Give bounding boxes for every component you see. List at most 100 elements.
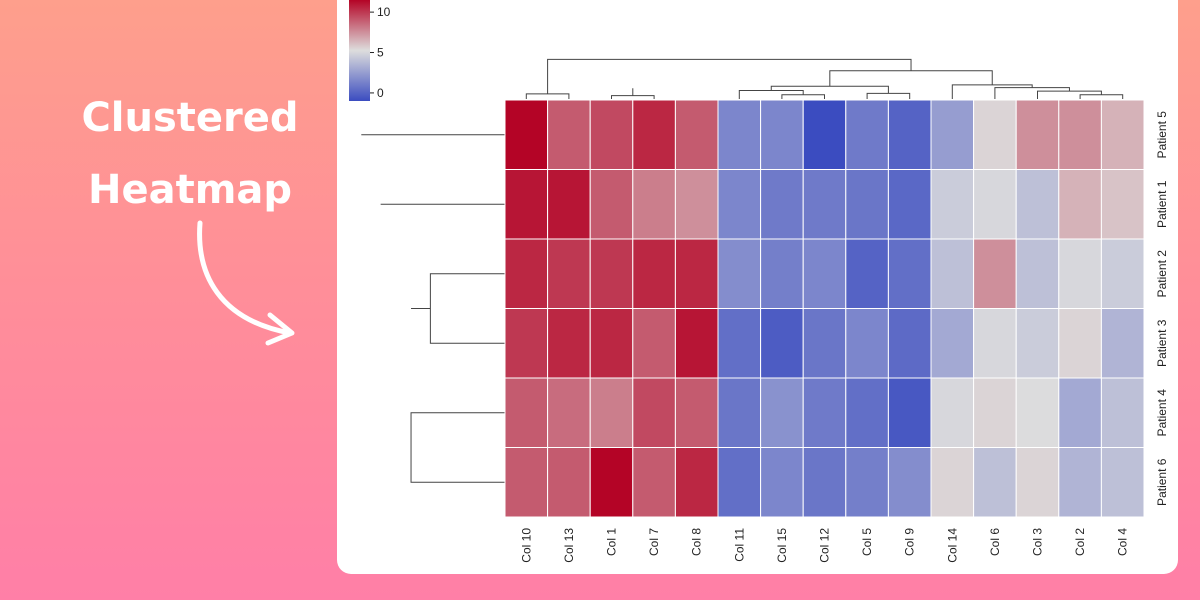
- heatmap-cell: [547, 308, 591, 379]
- column-dendrogram-link: [770, 85, 889, 94]
- heatmap-cell: [504, 238, 549, 309]
- heatmap-cell: [1100, 447, 1145, 518]
- heatmap-cell: [1058, 99, 1102, 170]
- column-label: Col 10: [519, 528, 533, 563]
- column-label: Col 11: [732, 528, 746, 562]
- heatmap-cell: [930, 238, 975, 309]
- heatmap-cell: [674, 377, 719, 448]
- heatmap-cell: [973, 377, 1017, 448]
- heatmap-cell: [1015, 99, 1060, 170]
- column-label: Col 12: [818, 528, 832, 563]
- heatmap-cell: [547, 99, 591, 170]
- column-label: Col 7: [647, 528, 661, 556]
- column-dendrogram-link: [951, 84, 1033, 99]
- row-label: Patient 5: [1155, 111, 1169, 159]
- headline-line-2: Heatmap: [87, 167, 293, 213]
- heatmap-cell: [930, 377, 975, 448]
- heatmap-cell: [887, 308, 932, 379]
- headline: Clustered Heatmap: [60, 82, 320, 226]
- colorbar: 0 5 10: [349, 0, 391, 101]
- heatmap-cell: [760, 377, 804, 448]
- heatmap-cell: [504, 447, 549, 518]
- heatmap-cell: [589, 308, 634, 379]
- heatmap-cell: [1015, 447, 1060, 518]
- column-dendrogram-link: [611, 95, 655, 99]
- column-label: Col 4: [1116, 528, 1130, 556]
- heatmap-cell: [930, 447, 975, 518]
- column-label: Col 5: [860, 528, 874, 556]
- heatmap-cell: [1015, 238, 1060, 309]
- heatmap-cell: [887, 169, 932, 240]
- heatmap-cell: [504, 99, 549, 170]
- heatmap-cell: [973, 99, 1017, 170]
- row-label: Patient 3: [1155, 319, 1169, 367]
- heatmap-cell: [504, 308, 549, 379]
- heatmap-cell: [973, 447, 1017, 518]
- heatmap-cell: [589, 447, 634, 518]
- heatmap-cell: [845, 447, 889, 518]
- heatmap-cell: [504, 377, 549, 448]
- column-dendrogram-link: [1079, 94, 1124, 99]
- heatmap-cell: [674, 99, 719, 170]
- heatmap-cell: [1015, 169, 1060, 240]
- row-label: Patient 2: [1155, 250, 1169, 298]
- heatmap-cell: [717, 308, 762, 379]
- heatmap-cell: [632, 238, 676, 309]
- heatmap-cell: [760, 447, 804, 518]
- row-dendrogram: [361, 134, 505, 483]
- heatmap-cell: [1058, 308, 1102, 379]
- heatmap-cell: [547, 238, 591, 309]
- heatmap-cell: [887, 238, 932, 309]
- heatmap-cell: [1058, 238, 1102, 309]
- heatmap-cell: [973, 238, 1017, 309]
- heatmap-cell: [1058, 377, 1102, 448]
- curved-arrow-icon: [197, 220, 295, 346]
- colorbar-tick-label: 5: [377, 46, 384, 60]
- heatmap-cell: [973, 169, 1017, 240]
- heatmap-cell: [674, 447, 719, 518]
- heatmap-cell: [930, 169, 975, 240]
- heatmap-cell: [589, 377, 634, 448]
- heatmap-cell: [504, 169, 549, 240]
- heatmap-cell: [589, 169, 634, 240]
- colorbar-gradient: [349, 0, 370, 101]
- heatmap-cell: [887, 447, 932, 518]
- column-dendrogram-link: [525, 93, 570, 99]
- headline-line-1: Clustered: [81, 95, 299, 141]
- heatmap-cell: [1058, 169, 1102, 240]
- row-label: Patient 6: [1155, 458, 1169, 506]
- heatmap-cell: [1100, 238, 1145, 309]
- heatmap-cell: [1100, 377, 1145, 448]
- column-label: Col 1: [605, 528, 619, 556]
- colorbar-tick-label: 10: [377, 5, 391, 19]
- heatmap-cell: [930, 308, 975, 379]
- heatmap-cell: [632, 308, 676, 379]
- column-label: Col 9: [903, 528, 917, 556]
- heatmap-cell: [1100, 99, 1145, 170]
- column-label: Col 15: [775, 528, 789, 563]
- heatmap-cell: [632, 377, 676, 448]
- colorbar-tick-label: 0: [377, 86, 384, 100]
- row-labels: Patient 5 Patient 1 Patient 2 Patient 3 Pati…: [1155, 111, 1169, 506]
- row-dendrogram-link: [410, 412, 505, 483]
- column-label: Col 6: [988, 528, 1002, 556]
- column-dendrogram-link: [994, 87, 1070, 99]
- heatmap-cell: [632, 99, 676, 170]
- heatmap-cell: [802, 169, 847, 240]
- heatmap-cell: [845, 99, 889, 170]
- heatmap-cell: [973, 308, 1017, 379]
- heatmap-cell: [887, 377, 932, 448]
- heatmap-cell: [589, 238, 634, 309]
- heatmap-cell: [845, 169, 889, 240]
- heatmap-cell: [717, 169, 762, 240]
- column-dendrogram-link: [829, 70, 993, 87]
- column-dendrogram: [525, 58, 1124, 99]
- heatmap-cell: [802, 377, 847, 448]
- heatmap-cell: [632, 169, 676, 240]
- heatmap-cell: [674, 308, 719, 379]
- heatmap-cell: [1058, 447, 1102, 518]
- heatmap-cell: [1015, 377, 1060, 448]
- heatmap-cells: [504, 99, 1145, 518]
- heatmap-cell: [760, 99, 804, 170]
